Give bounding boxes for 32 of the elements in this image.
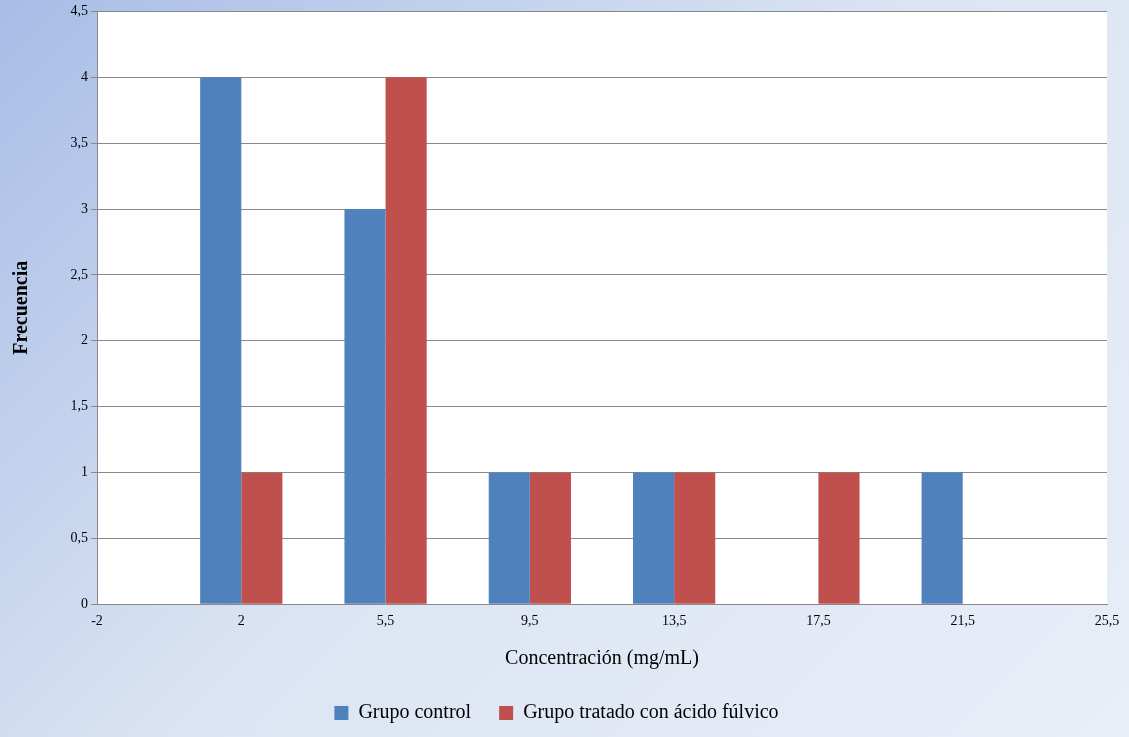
y-tick-label: 0,5 — [70, 530, 88, 546]
bar — [241, 472, 283, 604]
x-tick-label: -2 — [91, 613, 103, 629]
bar — [200, 77, 242, 604]
y-tick-label: 4 — [81, 68, 88, 84]
x-tick-label: 5,5 — [376, 613, 395, 629]
legend-label: Grupo control — [358, 700, 472, 724]
bar — [385, 77, 427, 604]
y-tick-label: 4,5 — [70, 3, 88, 19]
x-tick-label: 2 — [237, 613, 245, 629]
x-tick-label: 21,5 — [950, 613, 975, 629]
legend-label: Grupo tratado con ácido fúlvico — [523, 700, 779, 724]
bar — [818, 472, 860, 604]
y-axis-title: Frecuencia — [9, 260, 32, 355]
bar — [633, 472, 675, 604]
bar — [921, 472, 963, 604]
y-tick-label: 2 — [81, 332, 88, 348]
y-tick-label: 3 — [81, 200, 88, 216]
bar — [344, 209, 386, 604]
bar — [674, 472, 716, 604]
x-tick-label: 17,5 — [806, 613, 831, 629]
bar — [488, 472, 530, 604]
x-axis-title: Concentración (mg/mL) — [505, 646, 699, 670]
y-tick-label: 3,5 — [70, 134, 88, 150]
x-tick-label: 9,5 — [521, 613, 539, 629]
x-tick-label: 13,5 — [661, 613, 687, 629]
x-tick-label: 25,5 — [1094, 613, 1120, 629]
y-tick-label: 1,5 — [70, 398, 88, 414]
y-tick-label: 1 — [81, 464, 88, 480]
y-tick-label: 2,5 — [70, 266, 88, 282]
y-tick-label: 0 — [81, 595, 88, 611]
bar — [529, 472, 571, 604]
